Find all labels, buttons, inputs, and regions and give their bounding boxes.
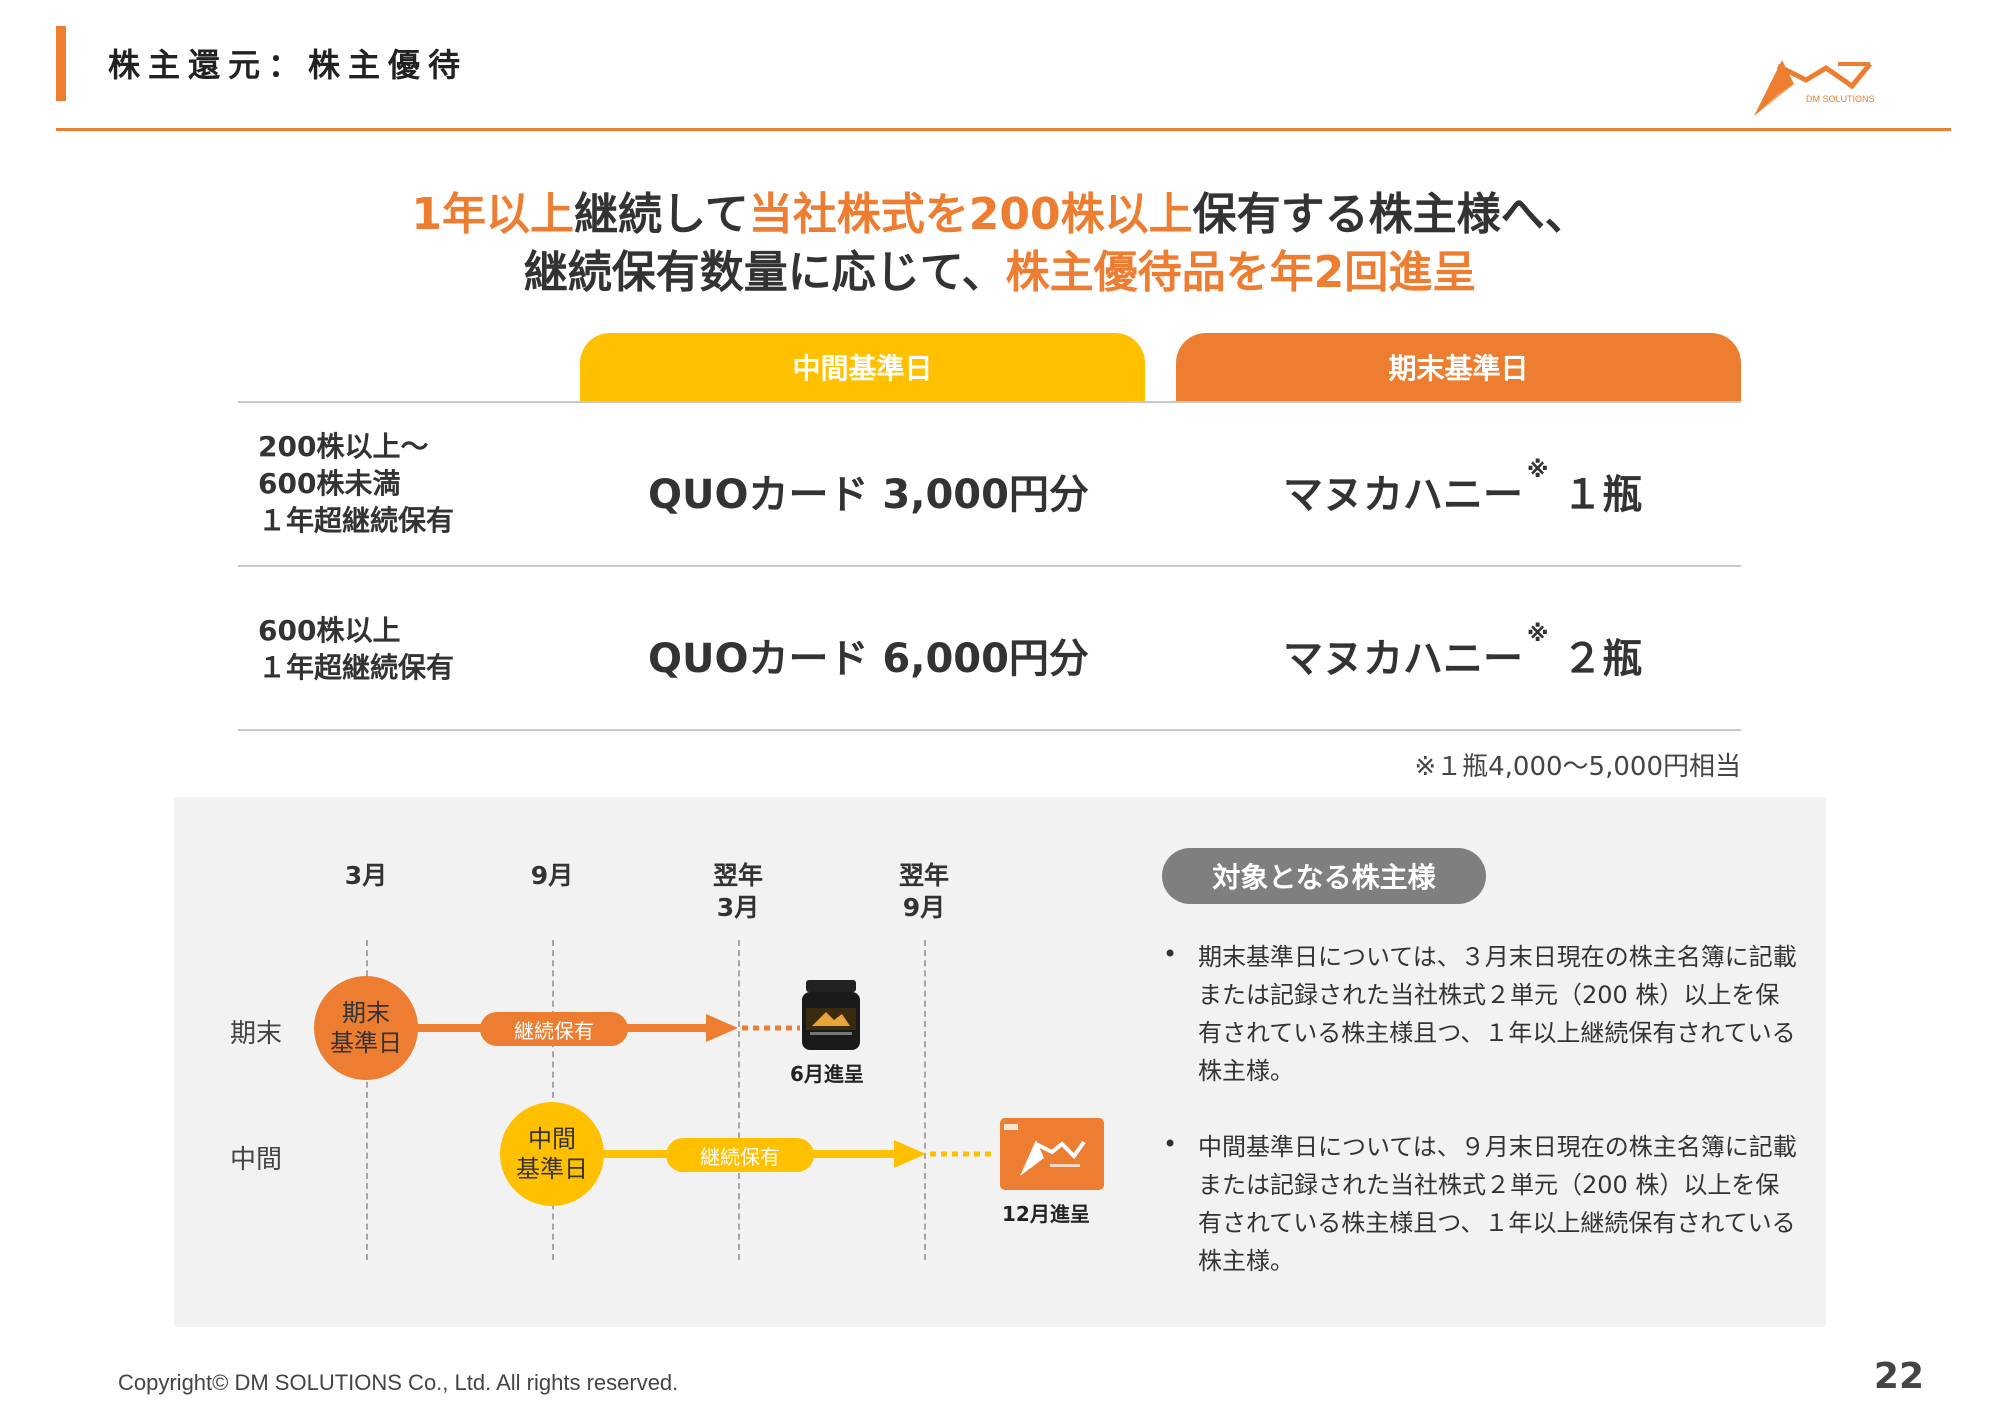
month-guide-4	[924, 940, 926, 1260]
headline-segment: 1年以上	[411, 189, 575, 240]
quo-card-icon	[1000, 1118, 1104, 1190]
header-accent-bar	[56, 26, 66, 101]
month-guide-2	[552, 940, 554, 1260]
copyright-text: Copyright© DM SOLUTIONS Co., Ltd. All ri…	[118, 1370, 679, 1395]
logo-mark-icon: DM SOLUTIONS	[1754, 60, 1875, 116]
headline-segment: 継続して	[574, 189, 749, 240]
table-footnote: ※１瓶4,000～5,000円相当	[1414, 752, 1741, 782]
tab-yearend-record-date: 期末基準日	[1176, 333, 1741, 401]
page-title: 株主還元：株主優待	[108, 46, 469, 84]
bullet-1-icon: •	[1163, 940, 1178, 968]
yearend-arrow-head	[706, 1014, 738, 1042]
month-header-4: 翌年 9月	[898, 861, 949, 922]
company-logo: DM SOLUTIONS	[1748, 50, 1898, 120]
table-rule-middle	[238, 565, 1741, 567]
month-header-1: 3月	[344, 861, 388, 890]
bullet-2-icon: •	[1163, 1130, 1178, 1158]
headline-segment: 当社株式を200株以上	[748, 189, 1193, 240]
interim-delivery-label: 12月進呈	[1002, 1202, 1090, 1226]
interim-record-date-circle: 中間 基準日	[500, 1102, 604, 1206]
manuka-honey-jar-icon	[802, 980, 860, 1050]
timeline-row-interim-label: 中間	[230, 1145, 283, 1175]
month-header-2: 9月	[530, 861, 574, 890]
cell-yearend-row1: マヌカハニー※ １瓶	[1283, 458, 1643, 518]
eligibility-bullet-yearend: 期末基準日については、３月末日現在の株主名簿に記載または記録された当社株式２単元…	[1198, 943, 1797, 1085]
row-label-200-600: 200株以上～ 600株未満 １年超継続保有	[258, 430, 455, 537]
timeline-panel	[174, 797, 1826, 1327]
month-guide-3	[738, 940, 740, 1260]
month-header-3: 翌年 3月	[712, 861, 763, 922]
headline-segment: 継続保有数量に応じて、	[523, 247, 1006, 298]
cell-yearend-row2: マヌカハニー※ ２瓶	[1283, 622, 1643, 682]
row-label-600-plus: 600株以上 １年超継続保有	[258, 614, 455, 684]
cell-interim-row2: QUOカード 6,000円分	[648, 636, 1089, 682]
table-rule-top	[238, 401, 1741, 403]
interim-arrow-head	[894, 1140, 926, 1168]
headline-line-1: 1年以上継続して当社株式を200株以上保有する株主様へ、	[0, 178, 2000, 242]
headline-line-2: 継続保有数量に応じて、株主優待品を年2回進呈	[0, 236, 2000, 300]
header-divider	[56, 128, 1951, 131]
eligibility-bullet-interim: 中間基準日については、９月末日現在の株主名簿に記載または記録された当社株式２単元…	[1198, 1133, 1797, 1275]
table-rule-bottom	[238, 729, 1741, 731]
yearend-delivery-label: 6月進呈	[790, 1062, 864, 1086]
interim-continued-holding-pill: 継続保有	[666, 1138, 814, 1172]
headline-segment: 保有する株主様へ、	[1192, 189, 1589, 240]
month-guide-1	[366, 940, 368, 1260]
cell-interim-row1: QUOカード 3,000円分	[648, 472, 1089, 518]
headline-segment: 株主優待品を年2回進呈	[1005, 247, 1477, 298]
logo-text: DM SOLUTIONS	[1806, 94, 1875, 104]
eligibility-title-badge: 対象となる株主様	[1162, 848, 1486, 904]
yearend-record-date-circle: 期末 基準日	[314, 976, 418, 1080]
tab-interim-record-date: 中間基準日	[580, 333, 1145, 401]
timeline-row-yearend-label: 期末	[230, 1019, 283, 1049]
yearend-continued-holding-pill: 継続保有	[480, 1012, 628, 1046]
page-number: 22	[1873, 1356, 1924, 1397]
